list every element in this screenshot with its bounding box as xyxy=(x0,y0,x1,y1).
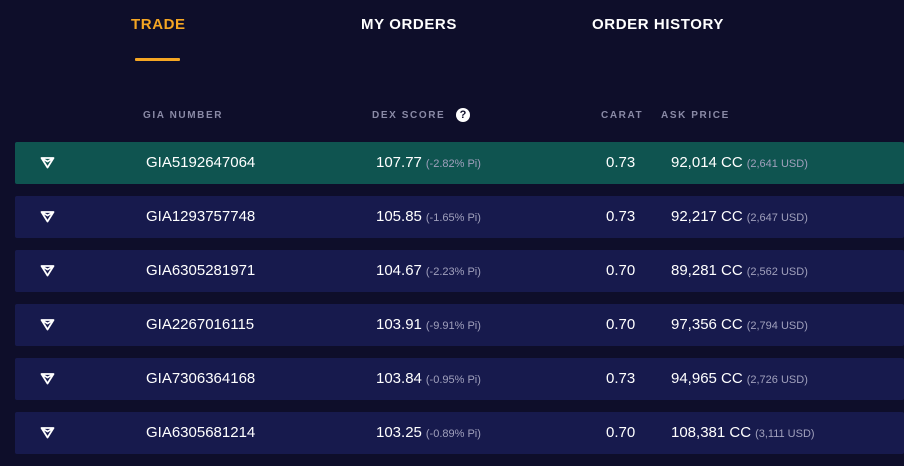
tab-order-history[interactable]: ORDER HISTORY xyxy=(592,16,724,33)
diamond-icon xyxy=(40,412,56,454)
dex-score: 103.91 xyxy=(376,316,422,333)
dex-score-cell: 104.67 (-2.23% Pi) xyxy=(376,250,481,293)
dex-score-cell: 103.91 (-9.91% Pi) xyxy=(376,304,481,347)
carat-value: 0.73 xyxy=(606,370,636,387)
table-row[interactable]: GIA2267016115 103.91 (-9.91% Pi) 0.70 97,356… xyxy=(15,304,904,346)
ask-price-cell: 108,381 CC (3,111 USD) xyxy=(671,412,815,455)
column-header-dex-score: DEX SCORE xyxy=(372,110,446,121)
gia-number: GIA5192647064 xyxy=(146,154,256,171)
carat-value: 0.73 xyxy=(606,154,636,171)
dex-score: 103.84 xyxy=(376,370,422,387)
tab-my-orders[interactable]: MY ORDERS xyxy=(361,16,457,33)
ask-price-usd: (2,562 USD) xyxy=(746,266,808,278)
ask-price-cell: 92,217 CC (2,647 USD) xyxy=(671,196,808,239)
dex-score: 107.77 xyxy=(376,154,422,171)
ask-price-cell: 94,965 CC (2,726 USD) xyxy=(671,358,808,401)
dex-score-change: (-1.65% Pi) xyxy=(425,212,481,224)
column-header-ask-price: ASK PRICE xyxy=(661,110,730,121)
table-row[interactable]: GIA6305281971 104.67 (-2.23% Pi) 0.70 89,281… xyxy=(15,250,904,292)
column-header-gia-number: GIA NUMBER xyxy=(143,110,224,121)
dex-score: 105.85 xyxy=(376,208,422,225)
tab-bar: TRADE MY ORDERS ORDER HISTORY xyxy=(0,0,904,70)
gia-number: GIA2267016115 xyxy=(146,316,255,333)
ask-price: 92,014 CC xyxy=(671,154,743,171)
tab-trade[interactable]: TRADE xyxy=(131,16,186,33)
carat-value: 0.70 xyxy=(606,262,636,279)
dex-score-change: (-2.23% Pi) xyxy=(425,266,481,278)
ask-price-usd: (3,111 USD) xyxy=(755,428,815,440)
diamond-icon xyxy=(40,358,56,400)
table-row[interactable]: GIA7306364168 103.84 (-0.95% Pi) 0.73 94,965… xyxy=(15,358,904,400)
dex-score-cell: 105.85 (-1.65% Pi) xyxy=(376,196,481,239)
ask-price-usd: (2,641 USD) xyxy=(746,158,808,170)
column-header-carat: CARAT xyxy=(601,110,644,121)
gia-number: GIA7306364168 xyxy=(146,370,256,387)
carat-value: 0.70 xyxy=(606,424,636,441)
ask-price: 89,281 CC xyxy=(671,262,743,279)
gia-number: GIA6305681214 xyxy=(146,424,256,441)
carat-value: 0.70 xyxy=(606,316,636,333)
dex-score-change: (-2.82% Pi) xyxy=(425,158,481,170)
dex-score-change: (-0.95% Pi) xyxy=(425,374,481,386)
diamond-icon xyxy=(40,142,56,184)
dex-score-cell: 103.25 (-0.89% Pi) xyxy=(376,412,481,455)
diamond-icon xyxy=(40,196,56,238)
table-row[interactable]: GIA5192647064 107.77 (-2.82% Pi) 0.73 92,014… xyxy=(15,142,904,184)
help-icon[interactable]: ? xyxy=(456,108,470,122)
table-row[interactable]: GIA1293757748 105.85 (-1.65% Pi) 0.73 92,217… xyxy=(15,196,904,238)
dex-score-cell: 103.84 (-0.95% Pi) xyxy=(376,358,481,401)
ask-price: 94,965 CC xyxy=(671,370,743,387)
listing-table: GIA5192647064 107.77 (-2.82% Pi) 0.73 92,014… xyxy=(15,142,904,466)
ask-price-usd: (2,647 USD) xyxy=(746,212,808,224)
gia-number: GIA1293757748 xyxy=(146,208,256,225)
dex-score: 104.67 xyxy=(376,262,422,279)
carat-value: 0.73 xyxy=(606,208,636,225)
table-row[interactable]: GIA6305681214 103.25 (-0.89% Pi) 0.70 108,38… xyxy=(15,412,904,454)
diamond-icon xyxy=(40,304,56,346)
ask-price-usd: (2,794 USD) xyxy=(746,320,808,332)
diamond-icon xyxy=(40,250,56,292)
dex-score-change: (-0.89% Pi) xyxy=(425,428,481,440)
ask-price-cell: 92,014 CC (2,641 USD) xyxy=(671,142,808,185)
ask-price: 92,217 CC xyxy=(671,208,743,225)
active-tab-indicator xyxy=(135,58,180,61)
ask-price-cell: 89,281 CC (2,562 USD) xyxy=(671,250,808,293)
ask-price-cell: 97,356 CC (2,794 USD) xyxy=(671,304,808,347)
ask-price-usd: (2,726 USD) xyxy=(746,374,808,386)
gia-number: GIA6305281971 xyxy=(146,262,256,279)
ask-price: 108,381 CC xyxy=(671,424,752,441)
dex-score-cell: 107.77 (-2.82% Pi) xyxy=(376,142,481,185)
dex-score: 103.25 xyxy=(376,424,422,441)
dex-score-change: (-9.91% Pi) xyxy=(425,320,481,332)
ask-price: 97,356 CC xyxy=(671,316,743,333)
